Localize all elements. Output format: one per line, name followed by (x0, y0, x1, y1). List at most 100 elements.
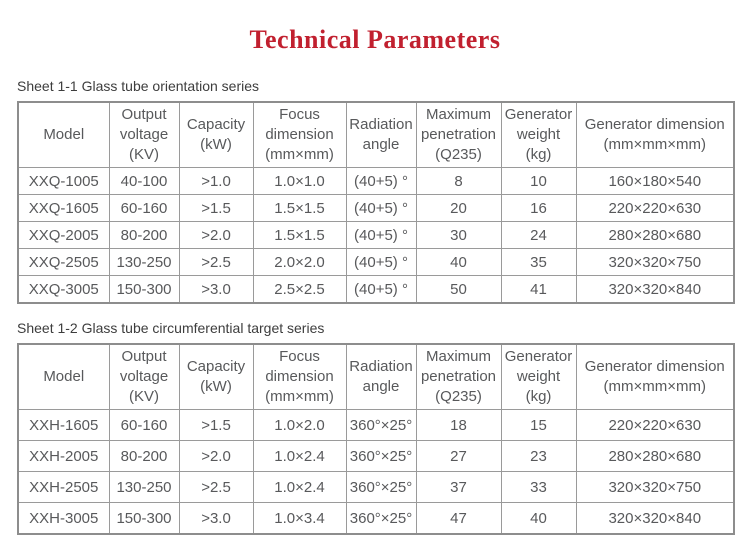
cell-output-voltage: 150-300 (108, 275, 180, 304)
cell-capacity: >2.5 (178, 471, 254, 503)
cell-output-voltage: 40-100 (108, 167, 180, 195)
cell-model: XXQ-1005 (17, 167, 110, 195)
column-header-generator-weight: Generator weight (kg) (500, 343, 577, 410)
column-header-model: Model (17, 343, 110, 410)
cell-capacity: >3.0 (178, 502, 254, 535)
table-row: XXH-3005 150-300 >3.0 1.0×3.4 360°×25° 4… (17, 502, 735, 535)
column-header-maximum-penetration: Maximum penetration (Q235) (415, 343, 502, 410)
column-header-output-voltage: Output voltage (KV) (108, 343, 180, 410)
cell-model: XXH-2005 (17, 440, 110, 472)
cell-output-voltage: 150-300 (108, 502, 180, 535)
cell-maximum-penetration: 30 (415, 221, 502, 249)
cell-radiation-angle: 360°×25° (345, 471, 417, 503)
column-header-maximum-penetration: Maximum penetration (Q235) (415, 101, 502, 168)
cell-focus-dimension: 1.0×2.4 (252, 471, 347, 503)
cell-generator-dimension: 280×280×680 (575, 440, 735, 472)
cell-generator-weight: 40 (500, 502, 577, 535)
cell-radiation-angle: 360°×25° (345, 502, 417, 535)
column-header-capacity: Capacity (kW) (178, 101, 254, 168)
table-row: XXQ-3005 150-300 >3.0 2.5×2.5 (40+5) ° 5… (17, 275, 735, 304)
cell-maximum-penetration: 50 (415, 275, 502, 304)
cell-capacity: >1.5 (178, 194, 254, 222)
cell-radiation-angle: (40+5) ° (345, 194, 417, 222)
cell-generator-weight: 35 (500, 248, 577, 276)
cell-generator-weight: 23 (500, 440, 577, 472)
cell-radiation-angle: (40+5) ° (345, 275, 417, 304)
cell-focus-dimension: 1.0×1.0 (252, 167, 347, 195)
sheet2-table: Model Output voltage (KV) Capacity (kW) … (17, 343, 735, 535)
cell-model: XXH-2505 (17, 471, 110, 503)
cell-generator-weight: 41 (500, 275, 577, 304)
cell-focus-dimension: 2.0×2.0 (252, 248, 347, 276)
cell-generator-weight: 16 (500, 194, 577, 222)
column-header-focus-dimension: Focus dimension (mm×mm) (252, 101, 347, 168)
column-header-radiation-angle: Radiation angle (345, 343, 417, 410)
cell-capacity: >2.0 (178, 440, 254, 472)
sheet1-table: Model Output voltage (KV) Capacity (kW) … (17, 101, 735, 304)
cell-generator-weight: 10 (500, 167, 577, 195)
cell-model: XXQ-2005 (17, 221, 110, 249)
cell-generator-weight: 15 (500, 409, 577, 441)
cell-radiation-angle: 360°×25° (345, 440, 417, 472)
cell-maximum-penetration: 20 (415, 194, 502, 222)
cell-generator-dimension: 280×280×680 (575, 221, 735, 249)
cell-focus-dimension: 1.5×1.5 (252, 194, 347, 222)
cell-generator-dimension: 320×320×840 (575, 275, 735, 304)
cell-maximum-penetration: 40 (415, 248, 502, 276)
cell-maximum-penetration: 47 (415, 502, 502, 535)
table-row: XXH-2005 80-200 >2.0 1.0×2.4 360°×25° 27… (17, 440, 735, 472)
cell-model: XXH-3005 (17, 502, 110, 535)
column-header-generator-dimension: Generator dimension (mm×mm×mm) (575, 101, 735, 168)
cell-capacity: >2.0 (178, 221, 254, 249)
cell-generator-dimension: 320×320×840 (575, 502, 735, 535)
column-header-output-voltage: Output voltage (KV) (108, 101, 180, 168)
table-row: XXQ-2005 80-200 >2.0 1.5×1.5 (40+5) ° 30… (17, 221, 735, 249)
cell-focus-dimension: 2.5×2.5 (252, 275, 347, 304)
table-row: XXQ-1005 40-100 >1.0 1.0×1.0 (40+5) ° 8 … (17, 167, 735, 195)
cell-maximum-penetration: 8 (415, 167, 502, 195)
cell-radiation-angle: (40+5) ° (345, 167, 417, 195)
column-header-generator-weight: Generator weight (kg) (500, 101, 577, 168)
column-header-capacity: Capacity (kW) (178, 343, 254, 410)
table-row: XXQ-2505 130-250 >2.5 2.0×2.0 (40+5) ° 4… (17, 248, 735, 276)
cell-output-voltage: 60-160 (108, 409, 180, 441)
cell-maximum-penetration: 27 (415, 440, 502, 472)
table-row: XXH-2505 130-250 >2.5 1.0×2.4 360°×25° 3… (17, 471, 735, 503)
cell-focus-dimension: 1.5×1.5 (252, 221, 347, 249)
cell-maximum-penetration: 37 (415, 471, 502, 503)
cell-output-voltage: 80-200 (108, 221, 180, 249)
cell-capacity: >1.0 (178, 167, 254, 195)
cell-output-voltage: 130-250 (108, 248, 180, 276)
cell-radiation-angle: (40+5) ° (345, 248, 417, 276)
column-header-radiation-angle: Radiation angle (345, 101, 417, 168)
cell-focus-dimension: 1.0×2.0 (252, 409, 347, 441)
cell-generator-weight: 24 (500, 221, 577, 249)
cell-output-voltage: 60-160 (108, 194, 180, 222)
sheet2-caption: Sheet 1-2 Glass tube circumferential tar… (17, 320, 325, 336)
cell-radiation-angle: (40+5) ° (345, 221, 417, 249)
cell-generator-dimension: 220×220×630 (575, 194, 735, 222)
cell-capacity: >3.0 (178, 275, 254, 304)
cell-capacity: >2.5 (178, 248, 254, 276)
sheet2-header-row: Model Output voltage (KV) Capacity (kW) … (17, 343, 735, 410)
cell-generator-weight: 33 (500, 471, 577, 503)
cell-model: XXQ-3005 (17, 275, 110, 304)
cell-output-voltage: 130-250 (108, 471, 180, 503)
cell-maximum-penetration: 18 (415, 409, 502, 441)
sheet1-caption: Sheet 1-1 Glass tube orientation series (17, 78, 260, 94)
cell-radiation-angle: 360°×25° (345, 409, 417, 441)
cell-focus-dimension: 1.0×2.4 (252, 440, 347, 472)
cell-model: XXH-1605 (17, 409, 110, 441)
page-title: Technical Parameters (249, 25, 501, 54)
table-row: XXQ-1605 60-160 >1.5 1.5×1.5 (40+5) ° 20… (17, 194, 735, 222)
cell-generator-dimension: 320×320×750 (575, 471, 735, 503)
cell-capacity: >1.5 (178, 409, 254, 441)
table-row: XXH-1605 60-160 >1.5 1.0×2.0 360°×25° 18… (17, 409, 735, 441)
cell-generator-dimension: 160×180×540 (575, 167, 735, 195)
cell-model: XXQ-1605 (17, 194, 110, 222)
cell-model: XXQ-2505 (17, 248, 110, 276)
cell-generator-dimension: 220×220×630 (575, 409, 735, 441)
column-header-generator-dimension: Generator dimension (mm×mm×mm) (575, 343, 735, 410)
sheet1-header-row: Model Output voltage (KV) Capacity (kW) … (17, 101, 735, 168)
